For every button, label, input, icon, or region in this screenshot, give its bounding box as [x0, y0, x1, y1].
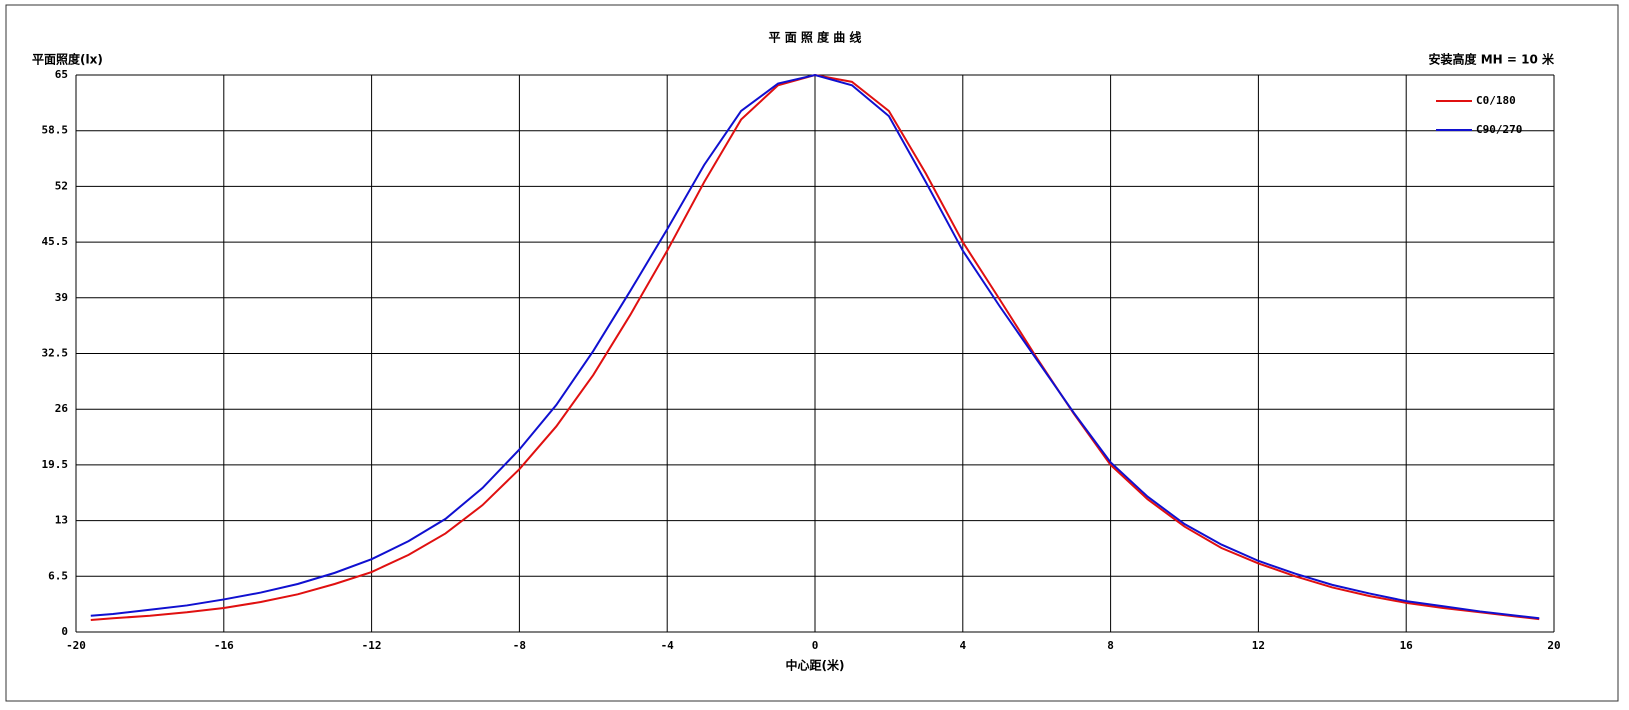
y-axis-label: 平面照度(lx) [32, 52, 103, 67]
y-tick-label: 32.5 [42, 347, 69, 360]
series-line [90, 73, 1540, 620]
chart-title: 平 面 照 度 曲 线 [769, 30, 862, 45]
x-tick-label: -12 [362, 639, 382, 652]
x-tick-label: 0 [812, 639, 819, 652]
y-tick-label: 45.5 [42, 235, 69, 248]
x-axis-label: 中心距(米) [786, 658, 845, 673]
x-tick-label: -16 [214, 639, 234, 652]
x-tick-label: 20 [1547, 639, 1560, 652]
y-tick-label: 0 [61, 625, 68, 638]
annotation: 安装高度 MH = 10 米 [1429, 52, 1555, 67]
x-tick-label: -20 [66, 639, 86, 652]
legend-label: C90/270 [1476, 123, 1522, 136]
y-tick-label: 52 [55, 179, 68, 192]
y-tick-label: 65 [55, 68, 68, 81]
x-tick-label: -4 [661, 639, 675, 652]
x-tick-label: 8 [1107, 639, 1114, 652]
frame [5, 4, 1619, 702]
y-tick-label: 19.5 [42, 458, 69, 471]
x-tick-label: 16 [1400, 639, 1414, 652]
y-tick-label: 6.5 [48, 569, 68, 582]
x-tick-label: -8 [513, 639, 526, 652]
y-tick-label: 58.5 [42, 124, 69, 137]
x-tick-label: 4 [959, 639, 966, 652]
y-tick-label: 13 [55, 514, 68, 527]
y-tick-label: 26 [55, 402, 69, 415]
legend-label: C0/180 [1476, 94, 1516, 107]
x-tick-label: 12 [1252, 639, 1265, 652]
y-tick-label: 39 [55, 291, 68, 304]
